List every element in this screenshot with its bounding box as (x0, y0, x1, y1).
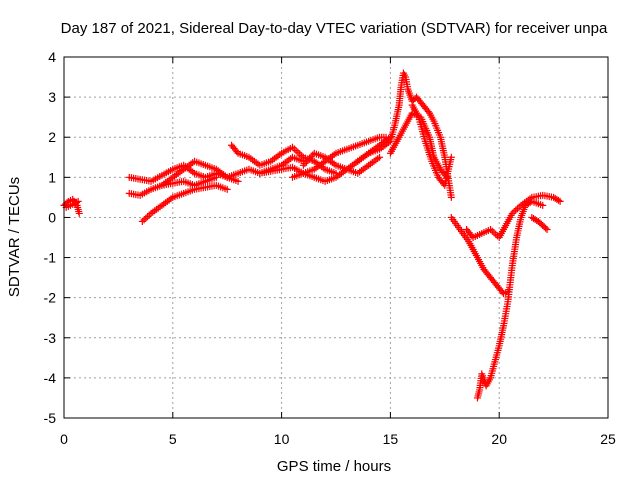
data-point (299, 161, 307, 169)
y-tick-label: -2 (44, 290, 57, 306)
series-sat-b (62, 197, 82, 211)
series-sat-n (447, 213, 512, 298)
x-tick-label: 20 (491, 431, 507, 447)
data-point (556, 197, 564, 205)
x-tick-label: 0 (60, 431, 68, 447)
y-tick-label: 0 (48, 209, 56, 225)
data-point (301, 160, 309, 168)
y-tick-label: -5 (44, 410, 57, 426)
data-point (542, 224, 550, 232)
series-sat-p (473, 197, 547, 402)
data-point (424, 108, 432, 116)
x-tick-label: 25 (600, 431, 616, 447)
data-point (63, 199, 71, 207)
series-sat-j (288, 153, 384, 185)
series-sat-o (463, 191, 564, 241)
y-tick-label: 2 (48, 129, 56, 145)
data-point (74, 197, 82, 205)
data-point (73, 198, 81, 206)
y-tick-label: -3 (44, 330, 57, 346)
x-tick-label: 10 (274, 431, 290, 447)
series-sat-f (158, 153, 307, 189)
data-point (307, 153, 315, 161)
data-point (212, 173, 220, 181)
chart-title: Day 187 of 2021, Sidereal Day-to-day VTE… (61, 20, 608, 37)
y-tick-label: -1 (44, 250, 57, 266)
grid (64, 57, 608, 418)
x-axis-label: GPS time / hours (277, 458, 391, 475)
y-tick-label: -4 (44, 370, 57, 386)
series-sat-m (408, 101, 455, 189)
data-point (554, 196, 562, 204)
x-tick-label: 5 (169, 431, 177, 447)
series-sat-d (125, 173, 220, 199)
data-point (302, 158, 310, 166)
axis-ticks: 0 5 10 15 20 25 -5 -4 -3 -2 -1 0 1 2 3 4 (44, 49, 616, 447)
plot-frame (63, 56, 609, 419)
data-point (447, 193, 455, 201)
data-point (447, 153, 455, 161)
data-point (75, 209, 83, 217)
data-point (543, 225, 551, 233)
series-sat-e (138, 181, 231, 225)
series-sat-q (528, 213, 551, 233)
data-point (539, 201, 547, 209)
data-points (60, 69, 564, 402)
x-tick-label: 15 (383, 431, 399, 447)
data-point (309, 151, 317, 159)
y-tick-label: 4 (48, 49, 56, 65)
data-point (304, 156, 312, 164)
y-tick-label: 1 (48, 169, 56, 185)
y-axis-label: SDTVAR / TECUs (6, 177, 23, 297)
data-point (306, 154, 314, 162)
series-sat-k (354, 69, 455, 201)
y-tick-label: 3 (48, 89, 56, 105)
data-point (234, 177, 242, 185)
data-point (223, 185, 231, 193)
data-point (376, 153, 384, 161)
